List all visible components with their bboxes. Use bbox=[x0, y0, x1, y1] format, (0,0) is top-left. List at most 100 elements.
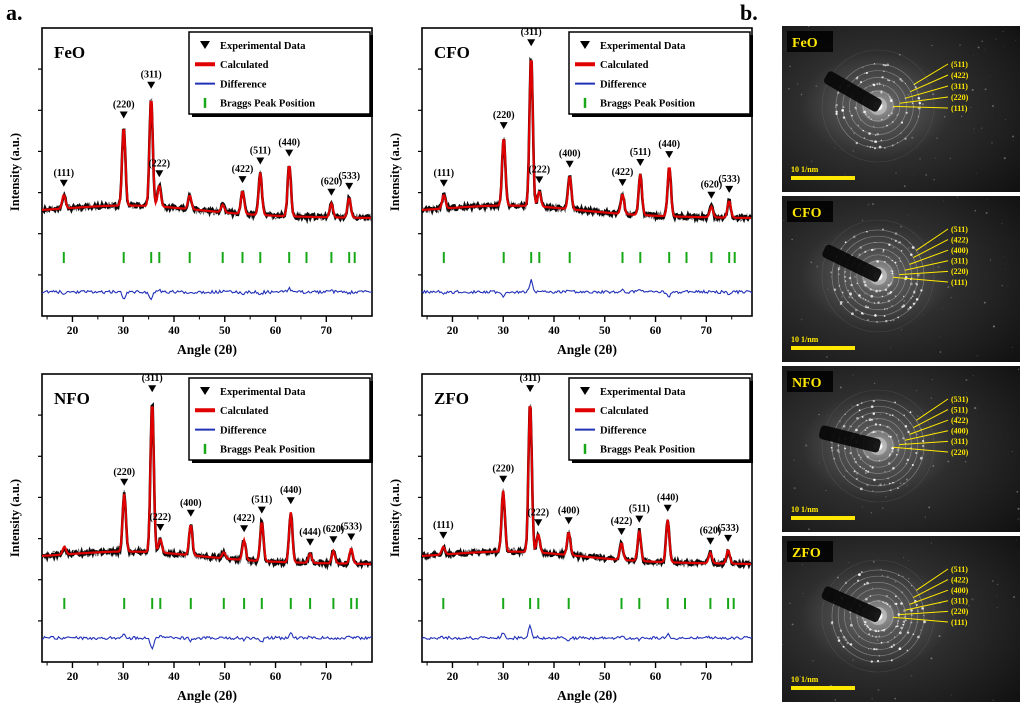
diffraction-ring bbox=[837, 575, 919, 657]
beam-stopper bbox=[824, 71, 882, 112]
x-tick-label: 70 bbox=[701, 325, 713, 337]
peak-hkl-label: (400) bbox=[558, 505, 580, 516]
peak-hkl-label: (440) bbox=[658, 139, 680, 150]
sample-label-bg bbox=[787, 31, 833, 52]
peak-marker bbox=[499, 475, 508, 483]
peak-marker bbox=[564, 517, 573, 525]
xrd-plot-zfo: (111) (220) (311) (222) (400) (422) (511) (440)… bbox=[386, 366, 758, 708]
ring-annotation-line bbox=[899, 610, 949, 616]
peak-hkl-label: (620) bbox=[323, 524, 345, 535]
peak-hkl-label: (222) bbox=[149, 512, 171, 523]
ring-hkl-label: (511) bbox=[951, 565, 968, 574]
legend-item-label: Difference bbox=[220, 79, 267, 90]
peak-hkl-label: (620) bbox=[321, 177, 343, 188]
peak-marker bbox=[618, 179, 627, 187]
peak-marker bbox=[119, 111, 128, 119]
peak-hkl-label: (440) bbox=[657, 493, 679, 504]
peak-hkl-label: (220) bbox=[113, 467, 135, 478]
x-tick-label: 40 bbox=[548, 671, 560, 683]
ring-annotation-line bbox=[913, 579, 949, 599]
peak-hkl-label: (422) bbox=[611, 516, 633, 527]
ring-annotation-line bbox=[904, 430, 949, 441]
panel-b-label: b. bbox=[740, 0, 758, 25]
diffraction-ring bbox=[862, 90, 894, 122]
scale-label: 10 1/nm bbox=[791, 165, 819, 174]
legend: Experimental Data Calculated Difference Bra… bbox=[568, 31, 753, 117]
calculated-trace bbox=[42, 406, 371, 566]
legend-item-label: Calculated bbox=[220, 406, 269, 417]
peak-hkl-label: (400) bbox=[180, 498, 202, 509]
peak-hkl-label: (422) bbox=[612, 167, 634, 178]
x-tick-label: 40 bbox=[168, 325, 180, 337]
peak-marker bbox=[147, 81, 156, 89]
peak-marker bbox=[663, 504, 672, 512]
legend-box bbox=[568, 377, 751, 461]
difference-trace bbox=[41, 631, 373, 651]
legend-triangle-marker bbox=[200, 41, 210, 49]
legend-item-label: Braggs Peak Position bbox=[220, 99, 315, 110]
legend-item-label: Experimental Data bbox=[220, 41, 306, 52]
ring-hkl-label: (422) bbox=[951, 575, 969, 584]
diffraction-ring bbox=[844, 582, 912, 650]
peak-marker bbox=[120, 478, 129, 486]
saed-sample-label: ZFO bbox=[792, 546, 821, 561]
ring-annotation-line bbox=[892, 616, 949, 623]
ring-hkl-label: (511) bbox=[951, 225, 968, 234]
x-tick-label: 70 bbox=[701, 671, 713, 683]
legend-item-label: Braggs Peak Position bbox=[600, 99, 695, 110]
peak-hkl-label: (400) bbox=[559, 149, 581, 160]
ring-hkl-label: (422) bbox=[951, 235, 969, 244]
panel-a-label: a. bbox=[6, 0, 23, 25]
scale-bar bbox=[791, 176, 855, 180]
ring-hkl-label: (220) bbox=[951, 93, 969, 102]
ring-annotation-line bbox=[915, 228, 949, 251]
peak-marker bbox=[156, 524, 165, 531]
beam-stopper bbox=[822, 244, 882, 282]
diffraction-ring bbox=[849, 77, 907, 135]
x-axis-label: Angle (2θ) bbox=[557, 688, 617, 703]
saed-sample-label: FeO bbox=[792, 36, 818, 51]
peak-hkl-label: (422) bbox=[233, 513, 255, 524]
sample-label: CFO bbox=[434, 43, 470, 62]
x-axis-label: Angle (2θ) bbox=[177, 342, 237, 357]
peak-marker bbox=[665, 151, 674, 159]
y-axis-label: Intensity (a.u.) bbox=[8, 479, 22, 557]
peak-marker bbox=[707, 191, 716, 199]
x-tick-label: 20 bbox=[447, 325, 459, 337]
peak-hkl-label: (222) bbox=[528, 164, 550, 175]
peak-marker bbox=[565, 160, 574, 168]
saed-background bbox=[782, 26, 1020, 192]
x-axis-label: Angle (2θ) bbox=[177, 688, 237, 703]
peak-hkl-label: (111) bbox=[54, 168, 75, 179]
peak-hkl-label: (311) bbox=[142, 373, 163, 384]
peak-marker bbox=[155, 170, 164, 178]
x-axis-label: Angle (2θ) bbox=[557, 342, 617, 357]
calculated-trace bbox=[42, 100, 371, 220]
ring-hkl-label: (220) bbox=[951, 607, 969, 616]
peak-marker bbox=[345, 182, 354, 190]
ring-annotation-line bbox=[913, 239, 949, 259]
peak-hkl-label: (533) bbox=[717, 523, 739, 534]
xrd-chart: (111) (220) (311) (222) (400) (422) (511) (440)… bbox=[388, 27, 753, 357]
peak-marker bbox=[240, 525, 249, 533]
peak-hkl-label: (222) bbox=[148, 158, 170, 169]
scale-label: 10 1/nm bbox=[791, 335, 819, 344]
ring-annotation-line bbox=[909, 589, 949, 605]
peak-marker bbox=[238, 176, 247, 184]
ring-annotation-line bbox=[899, 440, 949, 446]
y-axis-label: Intensity (a.u.) bbox=[388, 133, 402, 211]
ring-annotation-line bbox=[892, 446, 949, 453]
x-tick-label: 70 bbox=[321, 671, 333, 683]
diffraction-ring bbox=[837, 235, 919, 317]
xrd-plot-nfo: (220) (311) (222) (400) (422) (511) (440) (444)… bbox=[6, 366, 378, 708]
x-tick-label: 20 bbox=[67, 325, 79, 337]
peak-hkl-label: (311) bbox=[521, 27, 542, 38]
ring-hkl-label: (422) bbox=[951, 71, 969, 80]
ring-annotation-line bbox=[899, 270, 949, 276]
scale-bar bbox=[791, 516, 855, 520]
peak-hkl-label: (222) bbox=[527, 507, 549, 518]
peak-hkl-label: (111) bbox=[433, 520, 454, 531]
x-tick-label: 30 bbox=[497, 671, 509, 683]
x-tick-label: 40 bbox=[548, 325, 560, 337]
legend: Experimental Data Calculated Difference Bra… bbox=[568, 377, 753, 463]
